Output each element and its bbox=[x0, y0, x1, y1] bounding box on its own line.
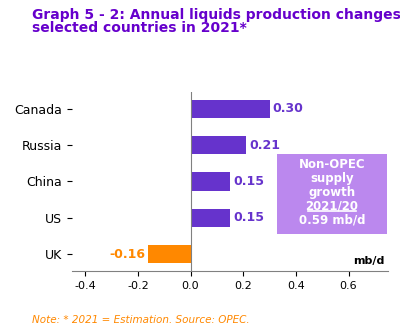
Text: Non-OPEC: Non-OPEC bbox=[299, 158, 365, 171]
Text: Graph 5 - 2: Annual liquids production changes for: Graph 5 - 2: Annual liquids production c… bbox=[32, 8, 400, 22]
Text: Note: * 2021 = Estimation. Source: OPEC.: Note: * 2021 = Estimation. Source: OPEC. bbox=[32, 315, 250, 325]
Text: 0.30: 0.30 bbox=[273, 102, 304, 115]
Text: 2021/20: 2021/20 bbox=[306, 200, 358, 213]
Text: 0.15: 0.15 bbox=[233, 175, 264, 188]
Text: 0.15: 0.15 bbox=[233, 211, 264, 224]
Text: mb/d: mb/d bbox=[354, 256, 385, 266]
Text: supply: supply bbox=[310, 172, 354, 185]
Bar bbox=[190, 136, 246, 154]
Text: selected countries in 2021*: selected countries in 2021* bbox=[32, 21, 247, 35]
Bar bbox=[190, 172, 230, 191]
Text: 0.21: 0.21 bbox=[249, 139, 280, 152]
Bar bbox=[190, 100, 270, 118]
Bar bbox=[148, 245, 190, 263]
FancyBboxPatch shape bbox=[278, 154, 387, 234]
Text: growth: growth bbox=[308, 186, 356, 199]
Text: -0.16: -0.16 bbox=[109, 248, 145, 261]
Bar bbox=[190, 209, 230, 227]
Text: 0.59 mb/d: 0.59 mb/d bbox=[299, 214, 365, 227]
